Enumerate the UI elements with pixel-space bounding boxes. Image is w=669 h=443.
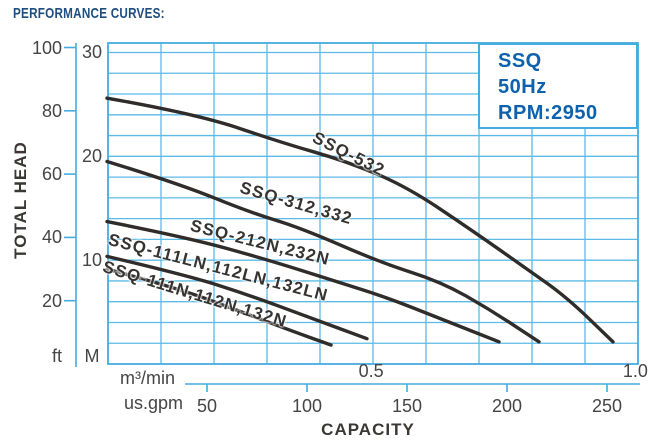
ft-tick-label: 100 (31, 37, 62, 58)
ft-tick-label: 40 (41, 227, 62, 248)
m3min-tick-label: 1.0 (622, 361, 648, 381)
x-axis-title: CAPACITY (321, 420, 415, 439)
ft-tick-label: 20 (41, 290, 62, 311)
x-unit-usgpm-label: us.gpm (124, 393, 184, 413)
pump-curve (105, 159, 541, 344)
gpm-tick-label: 100 (291, 396, 323, 416)
x-unit-m3min-label: m³/min (120, 368, 175, 388)
pump-curve (105, 254, 369, 341)
plot-border (107, 42, 639, 365)
page-title: PERFORMANCE CURVES: (13, 5, 165, 22)
gpm-tick-label: 150 (391, 396, 423, 416)
gpm-tick-label: 50 (196, 396, 218, 416)
pump-curve (105, 219, 501, 344)
m-tick-label: 30 (81, 42, 103, 63)
y-axis-title: TOTAL HEAD (11, 141, 30, 259)
gpm-tick-label: 200 (491, 396, 523, 416)
m3min-tick-label: 0.5 (358, 361, 384, 381)
legend-frequency: 50Hz (498, 76, 547, 98)
y-unit-ft-label: ft (51, 346, 62, 366)
legend-rpm: RPM:2950 (498, 102, 598, 124)
pump-curve (105, 96, 615, 344)
ft-tick-label: 60 (41, 164, 62, 185)
ft-tick-label: 80 (41, 100, 62, 121)
pump-curve (105, 267, 333, 347)
m-tick-label: 10 (81, 250, 103, 271)
m-tick-label: 20 (81, 146, 103, 167)
y-unit-m-label: M (84, 346, 100, 366)
legend-model: SSQ (498, 50, 542, 72)
gpm-tick-label: 250 (591, 396, 623, 416)
legend-box: SSQ 50Hz RPM:2950 (478, 43, 638, 129)
